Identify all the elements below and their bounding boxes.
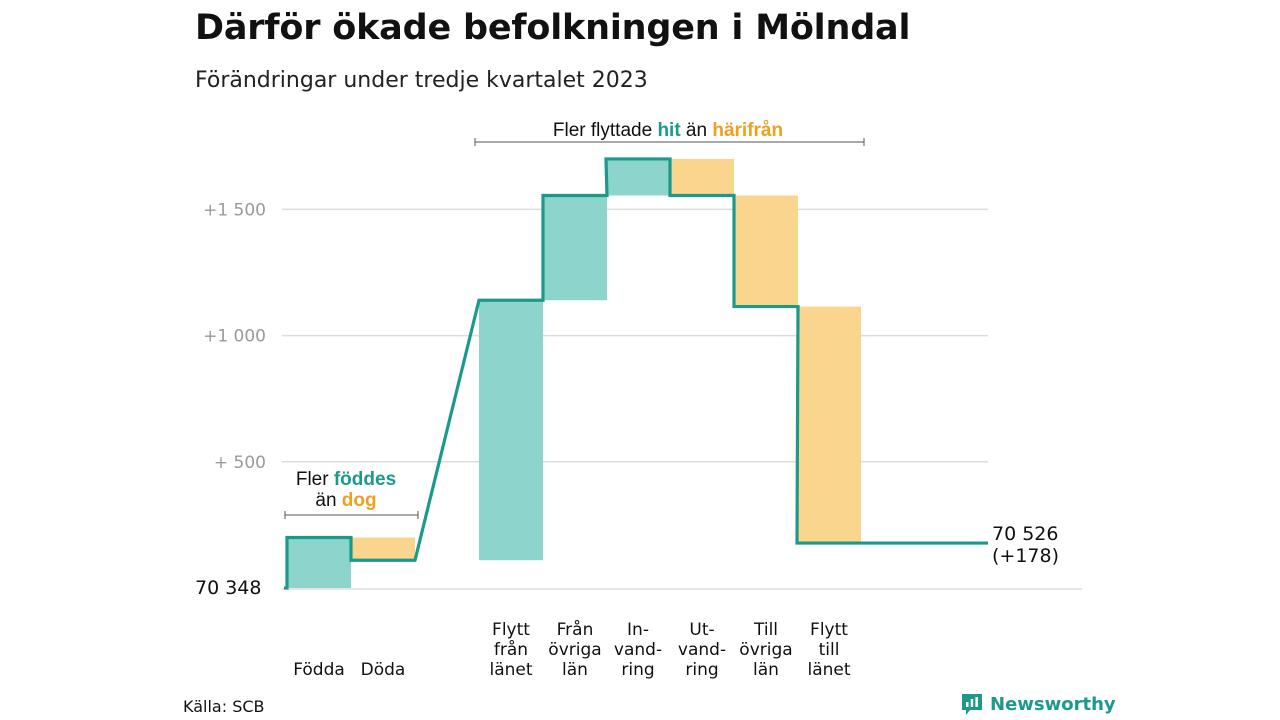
- line-layer: [284, 157, 988, 590]
- labels-layer: Födda Döda Flytt från länet Från övriga län In-v…: [293, 619, 851, 680]
- category-label: Flytt till länet: [807, 620, 850, 680]
- category-label: Flytt från länet: [489, 620, 532, 680]
- migration-annotation-highlight-in: hit: [657, 120, 681, 141]
- category-label: In-vand-ring: [614, 620, 662, 680]
- category-label: Döda: [361, 660, 406, 680]
- deaths-annotation-highlight: dog: [342, 490, 377, 511]
- end-change-label: (+178): [992, 545, 1059, 567]
- brand-logo: Newsworthy: [960, 692, 1116, 716]
- cumulative-line: [284, 157, 988, 590]
- births-annotation-highlight: föddes: [334, 469, 396, 490]
- category-label: Ut-vand-ring: [678, 620, 726, 680]
- y-tick-label: +1 500: [203, 200, 266, 220]
- births-annotation-line1: Fler föddes: [296, 469, 396, 490]
- category-label: Från övriga län: [548, 619, 601, 680]
- category-label: Födda: [293, 660, 345, 680]
- migration-annotation: Fler flyttade hit än härifrån: [474, 120, 865, 146]
- decrease-bar: [351, 537, 415, 561]
- grid-layer: + 500 +1 000 +1 500: [203, 200, 1082, 590]
- start-value-label: 70 348: [195, 577, 261, 599]
- births-annotation: Fler föddes än dog: [284, 469, 419, 519]
- end-value-label: 70 526: [992, 523, 1058, 545]
- category-label: Till övriga län: [739, 620, 792, 680]
- chart-title: Därför ökade befolkningen i Mölndal: [195, 8, 911, 48]
- chart-subtitle: Förändringar under tredje kvartalet 2023: [195, 68, 648, 93]
- y-tick-label: + 500: [214, 453, 266, 473]
- increase-bar: [606, 158, 670, 196]
- migration-annotation-highlight-out: härifrån: [712, 120, 783, 141]
- bars-layer: [287, 158, 861, 588]
- births-annotation-line2: än dog: [315, 490, 376, 511]
- newsworthy-logo-icon: [962, 694, 982, 715]
- source-note: Källa: SCB: [183, 697, 265, 716]
- decrease-bar: [797, 306, 861, 544]
- increase-bar: [287, 537, 351, 588]
- decrease-bar: [670, 158, 734, 196]
- decrease-bar: [734, 195, 798, 307]
- increase-bar: [543, 195, 607, 301]
- increase-bar: [479, 300, 543, 561]
- y-tick-label: +1 000: [203, 327, 266, 347]
- brand-name: Newsworthy: [990, 693, 1116, 715]
- migration-annotation-text: Fler flyttade hit än härifrån: [553, 120, 783, 141]
